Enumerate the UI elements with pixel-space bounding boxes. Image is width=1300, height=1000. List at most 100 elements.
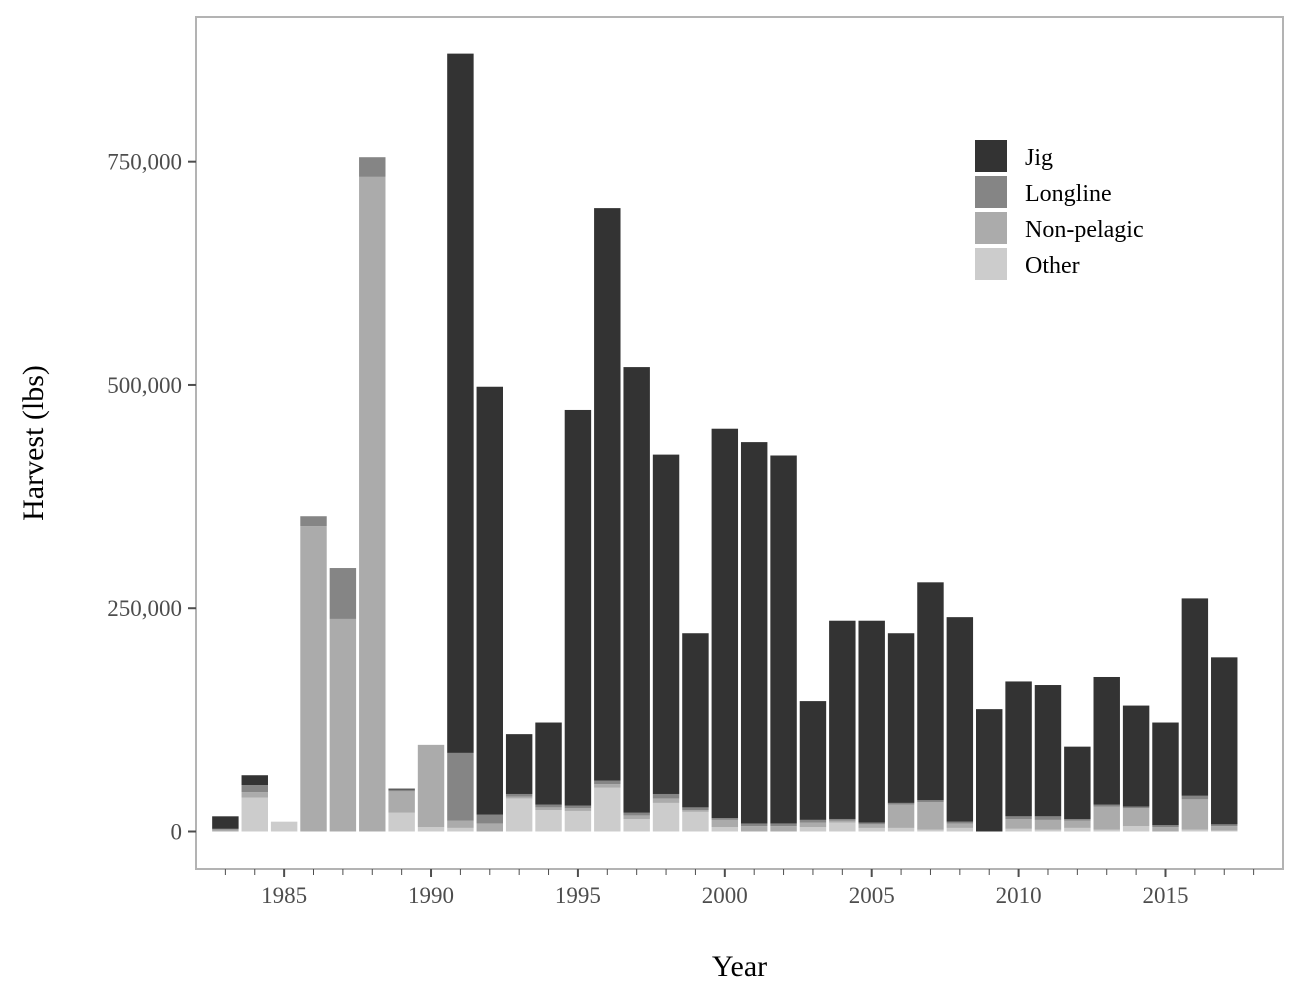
- bar-2006-non-pelagic: [887, 804, 915, 828]
- bar-1999-jig: [682, 633, 709, 808]
- bar-2008-longline: [946, 821, 974, 824]
- bar-1983-non-pelagic: [212, 829, 239, 832]
- bar-1995-jig: [564, 409, 592, 806]
- bar-2010-jig: [1005, 681, 1032, 817]
- bar-1993-other: [505, 798, 533, 832]
- legend: Jig Longline Non-pelagic Other: [975, 140, 1144, 280]
- bar-1996-other: [594, 787, 621, 832]
- x-tick-label: 2015: [1142, 883, 1188, 908]
- bar-2017-non-pelagic: [1211, 826, 1238, 831]
- bar-1987-non-pelagic: [329, 618, 357, 832]
- bar-2005-non-pelagic: [858, 824, 885, 828]
- legend-label-other: Other: [1025, 253, 1080, 279]
- bar-2016-other: [1181, 829, 1209, 832]
- bar-2016-jig: [1181, 598, 1209, 796]
- bar-2015-non-pelagic: [1152, 827, 1179, 832]
- bar-1983-jig: [212, 816, 239, 829]
- bar-2002-longline: [770, 823, 797, 827]
- y-axis-title: Harvest (lbs): [17, 365, 50, 521]
- bar-1998-longline: [652, 793, 680, 799]
- bar-1991-longline: [447, 752, 474, 821]
- bar-1984-longline: [241, 785, 268, 793]
- x-axis: 1985 1990 1995 2000 2005 2010 2015: [224, 869, 1255, 908]
- bar-1984-jig: [241, 775, 268, 786]
- bar-2008-other: [946, 827, 974, 832]
- bar-2001-longline: [740, 823, 768, 827]
- bar-1990-other: [417, 827, 445, 832]
- x-axis-title: Year: [712, 950, 767, 983]
- bar-1994-non-pelagic: [535, 807, 562, 811]
- x-tick-label: 2010: [996, 883, 1042, 908]
- x-tick-label: 2005: [849, 883, 895, 908]
- plot-frame: [195, 16, 1284, 870]
- bar-2010-longline: [1005, 816, 1032, 819]
- bar-2002-non-pelagic: [770, 826, 797, 832]
- bar-1995-other: [564, 810, 592, 832]
- bar-2006-longline: [887, 802, 915, 805]
- bar-2006-jig: [887, 633, 915, 803]
- bar-2007-jig: [917, 582, 944, 801]
- bar-2012-longline: [1064, 818, 1091, 821]
- bar-1983-longline: [212, 828, 239, 830]
- bar-1994-jig: [535, 722, 562, 805]
- bar-2017-jig: [1211, 657, 1238, 825]
- bar-2004-jig: [829, 620, 856, 819]
- bar-1991-non-pelagic: [447, 820, 474, 828]
- bar-2007-longline: [917, 800, 944, 803]
- bar-1984-other: [241, 797, 268, 832]
- bar-1991-jig: [447, 53, 474, 753]
- x-tick-label: 1990: [408, 883, 454, 908]
- bar-2013-jig: [1093, 676, 1120, 805]
- bar-2013-non-pelagic: [1093, 806, 1120, 830]
- bar-2003-jig: [799, 701, 827, 820]
- bar-1992-longline: [476, 814, 503, 824]
- bar-2011-other: [1034, 829, 1062, 832]
- y-tick-label: 0: [171, 819, 183, 844]
- bar-2013-other: [1093, 829, 1120, 832]
- bar-2007-non-pelagic: [917, 802, 944, 830]
- legend-swatch-jig: [975, 140, 1007, 172]
- bar-1993-longline: [505, 793, 533, 797]
- bar-2013-longline: [1093, 804, 1120, 807]
- bar-1997-non-pelagic: [623, 815, 650, 819]
- bar-2003-non-pelagic: [799, 822, 827, 828]
- bar-1997-longline: [623, 812, 650, 816]
- bar-2000-other: [711, 827, 739, 832]
- bar-2009-jig: [976, 709, 1003, 832]
- bar-2014-jig: [1122, 705, 1150, 807]
- bar-2011-longline: [1034, 816, 1062, 820]
- bar-1986-non-pelagic: [300, 526, 327, 832]
- bar-2002-jig: [770, 455, 797, 824]
- y-tick-label: 750,000: [107, 150, 182, 175]
- bar-1985-other: [270, 821, 298, 832]
- bar-2001-jig: [740, 442, 768, 824]
- bar-layer: [212, 53, 1238, 832]
- legend-swatch-longline: [975, 176, 1007, 208]
- bar-1986-longline: [300, 516, 327, 527]
- bar-1988-non-pelagic: [359, 176, 386, 832]
- bar-2016-non-pelagic: [1181, 799, 1209, 830]
- bar-1989-longline: [388, 789, 415, 792]
- x-tick-label: 1985: [261, 883, 307, 908]
- bar-2017-longline: [1211, 824, 1238, 827]
- bar-2000-jig: [711, 428, 739, 819]
- bar-2017-other: [1211, 830, 1238, 832]
- bar-1997-other: [623, 818, 650, 832]
- bar-2015-longline: [1152, 825, 1179, 828]
- bar-2007-other: [917, 829, 944, 832]
- bar-1997-jig: [623, 367, 650, 813]
- bar-2005-longline: [858, 822, 885, 825]
- bar-1995-longline: [564, 805, 592, 809]
- bar-1996-jig: [594, 208, 621, 781]
- y-tick-label: 250,000: [107, 596, 182, 621]
- bar-1992-jig: [476, 386, 503, 815]
- bar-1984-non-pelagic: [241, 792, 268, 798]
- bar-2012-other: [1064, 827, 1091, 832]
- bar-1996-non-pelagic: [594, 784, 621, 788]
- bar-2000-non-pelagic: [711, 819, 739, 828]
- bar-1989-other: [388, 812, 415, 832]
- bar-2005-jig: [858, 620, 885, 823]
- y-tick-label: 500,000: [107, 373, 182, 398]
- legend-swatch-non-pelagic: [975, 212, 1007, 244]
